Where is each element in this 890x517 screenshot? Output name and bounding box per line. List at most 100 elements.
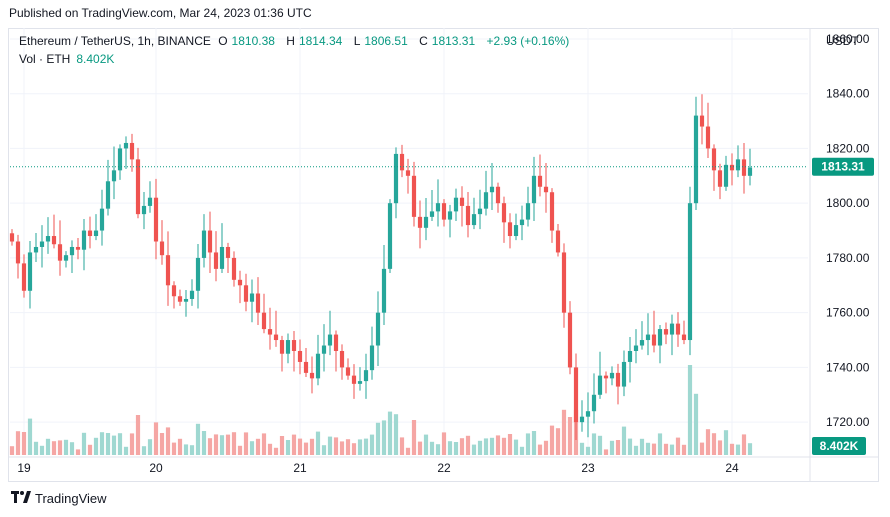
- candle-body: [381, 268, 387, 313]
- candle-body: [69, 246, 75, 256]
- volume-bar: [267, 443, 273, 455]
- y-tick-label: 1860.00: [826, 32, 870, 46]
- volume-bar: [351, 443, 357, 455]
- volume-bar: [93, 437, 99, 455]
- candle-body: [153, 197, 159, 242]
- volume-bar: [81, 432, 87, 455]
- last-price-tag: [812, 157, 874, 176]
- last-price-text: 1813.31: [821, 160, 865, 174]
- volume-bar: [471, 444, 477, 455]
- candle-body: [633, 345, 639, 351]
- volume-bar: [339, 441, 345, 455]
- volume-bar: [543, 440, 549, 455]
- candle-body: [681, 334, 687, 341]
- volume-bar: [39, 445, 45, 455]
- symbol-title[interactable]: Ethereum / TetherUS, 1h, BINANCE: [19, 34, 211, 48]
- volume-bar: [315, 431, 321, 455]
- volume-bar: [531, 431, 537, 455]
- ohlc-high: H 1814.34: [286, 34, 343, 48]
- volume-bar: [729, 443, 735, 455]
- volume-bar: [663, 443, 669, 455]
- last-price-line: 1813.31 8.402K: [10, 157, 874, 455]
- candle-body: [585, 411, 591, 417]
- candle-body: [459, 197, 465, 206]
- candle-body: [57, 244, 63, 261]
- volume-bar: [453, 442, 459, 455]
- volume-value: 8.402K: [76, 52, 115, 66]
- volume-bar: [741, 434, 747, 455]
- ohlc-low: L 1806.51: [353, 34, 408, 48]
- volume-bar: [165, 427, 171, 455]
- candle-body: [543, 186, 549, 193]
- volume-bar: [441, 432, 447, 455]
- candle-body: [291, 340, 297, 351]
- candle-body: [687, 203, 693, 341]
- candle-body: [93, 230, 99, 237]
- candle-body: [333, 334, 339, 351]
- candle-body: [501, 203, 507, 223]
- candle-body: [297, 350, 303, 362]
- candle-body: [399, 153, 405, 171]
- volume-bar: [645, 442, 651, 455]
- candle-body: [591, 394, 597, 412]
- volume-bar: [711, 433, 717, 455]
- candle-body: [531, 175, 537, 204]
- candle-body: [111, 170, 117, 182]
- volume-bar: [21, 432, 27, 455]
- volume-bar: [195, 423, 201, 455]
- candle-body: [249, 293, 255, 302]
- candle-body: [645, 334, 651, 341]
- volume-bar: [171, 442, 177, 455]
- candle-body: [363, 370, 369, 382]
- candle-body: [405, 170, 411, 176]
- candle-body: [105, 181, 111, 209]
- candle-body: [279, 340, 285, 354]
- volume-bar: [303, 442, 309, 455]
- volume-bar: [705, 429, 711, 455]
- candle-body: [549, 192, 555, 231]
- volume-bar: [591, 433, 597, 455]
- volume-bar: [147, 439, 153, 455]
- x-tick-label: 24: [725, 461, 739, 475]
- volume-bar: [381, 420, 387, 455]
- volume-bar: [549, 425, 555, 455]
- candle-body: [375, 312, 381, 346]
- volume-bar: [627, 438, 633, 455]
- x-axis: 19 20 21 22 23 24: [17, 461, 739, 475]
- candle-body: [603, 375, 609, 379]
- candle-body: [741, 159, 747, 176]
- candle-body: [627, 350, 633, 362]
- candle-body: [81, 230, 87, 250]
- candle-body: [567, 312, 573, 368]
- x-tick-label: 22: [437, 461, 451, 475]
- candle-body: [267, 329, 273, 335]
- volume-bar: [651, 443, 657, 455]
- volume-bar: [411, 420, 417, 455]
- volume-bar: [309, 438, 315, 455]
- volume-bar: [723, 430, 729, 455]
- volume-bar: [693, 393, 699, 455]
- volume-bar: [429, 441, 435, 455]
- candle-body: [579, 416, 585, 423]
- x-tick-label: 23: [581, 461, 595, 475]
- candle-body: [255, 293, 261, 313]
- y-tick-label: 1760.00: [826, 306, 870, 320]
- volume-bar: [447, 441, 453, 455]
- candle-body: [285, 340, 291, 354]
- volume-bar: [285, 440, 291, 455]
- volume-bar: [405, 447, 411, 455]
- x-tick-label: 20: [149, 461, 163, 475]
- tradingview-brand[interactable]: TradingView: [11, 491, 107, 506]
- candle-body: [711, 148, 717, 171]
- candle-body: [411, 175, 417, 217]
- candle-body: [339, 350, 345, 368]
- volume-bar: [597, 435, 603, 455]
- volume-bar: [681, 444, 687, 455]
- candle-body: [219, 246, 225, 269]
- candle-body: [261, 312, 267, 330]
- volume-bar: [459, 438, 465, 455]
- candle-body: [315, 353, 321, 379]
- candle-body: [21, 263, 27, 291]
- volume-bar: [633, 445, 639, 455]
